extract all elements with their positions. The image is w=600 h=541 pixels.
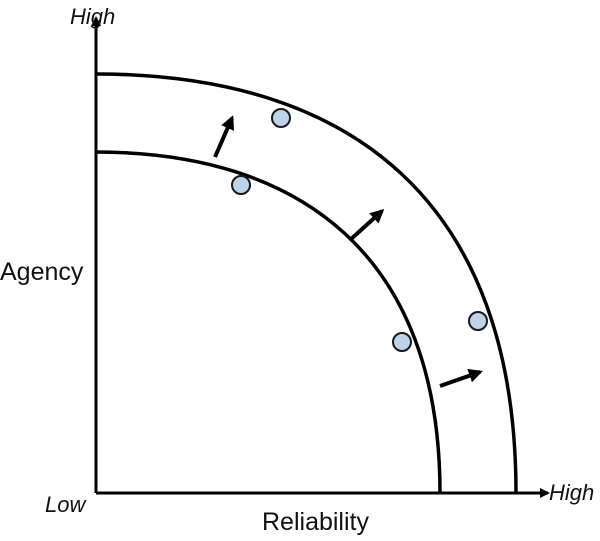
outer-curve-marker-lower <box>468 311 488 331</box>
y-axis-high-label: High <box>70 4 116 29</box>
x-axis-high-label: High <box>549 480 595 505</box>
outer-frontier-curve <box>95 72 518 494</box>
outer-curve-marker-upper <box>271 108 291 128</box>
inner-frontier-curve <box>95 150 442 494</box>
origin-low-label: Low <box>45 492 86 517</box>
inner-curve-marker-lower <box>392 332 412 352</box>
x-axis-title: Reliability <box>262 508 369 536</box>
shift-arrow-right <box>439 369 483 388</box>
shift-arrow-up <box>213 115 235 158</box>
y-axis-title: Agency <box>0 258 84 286</box>
inner-curve-marker-upper <box>231 175 251 195</box>
shift-arrow-diagonal <box>348 208 385 242</box>
